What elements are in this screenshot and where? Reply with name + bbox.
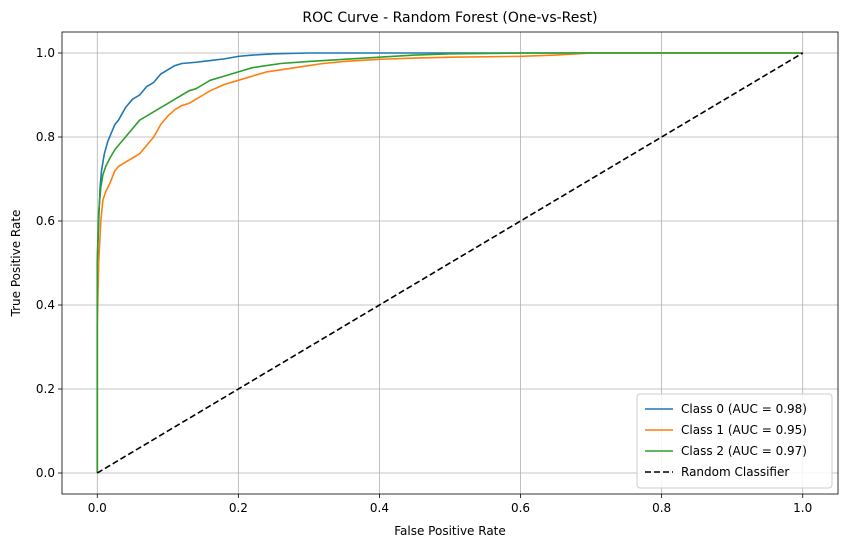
y-tick-label: 0.2 [36,382,55,396]
y-axis-label: True Positive Rate [9,210,23,318]
legend-label: Class 0 (AUC = 0.98) [681,402,807,416]
series-line-3 [96,52,804,474]
x-tick-label: 0.2 [229,501,248,515]
legend-label: Random Classifier [681,465,789,479]
x-tick-label: 0.6 [511,501,530,515]
x-tick-label: 1.0 [793,501,812,515]
plot-frame [61,31,839,495]
x-tick-label: 0.8 [652,501,671,515]
series-line-1 [96,52,803,473]
y-tick-label: 0.6 [36,214,55,228]
x-tick-label: 0.0 [88,501,107,515]
legend-label: Class 1 (AUC = 0.95) [681,423,807,437]
y-axis: 0.0 0.2 0.4 0.6 0.8 1.0 [36,46,62,480]
y-tick-label: 0.8 [36,130,55,144]
y-tick-label: 0.0 [36,466,55,480]
chart-title: ROC Curve - Random Forest (One-vs-Rest) [302,10,597,26]
y-tick-label: 0.4 [36,298,55,312]
grid-lines [62,32,838,494]
legend: Class 0 (AUC = 0.98) Class 1 (AUC = 0.95)… [636,393,833,489]
x-tick-label: 0.4 [370,501,389,515]
y-tick-label: 1.0 [36,46,55,60]
legend-box [636,393,833,489]
series-line-0 [96,52,803,473]
x-axis: 0.0 0.2 0.4 0.6 0.8 1.0 [88,494,812,515]
x-axis-label: False Positive Rate [394,524,506,538]
series-line-2 [96,52,803,473]
series-layer [96,52,804,474]
legend-label: Class 2 (AUC = 0.97) [681,444,807,458]
